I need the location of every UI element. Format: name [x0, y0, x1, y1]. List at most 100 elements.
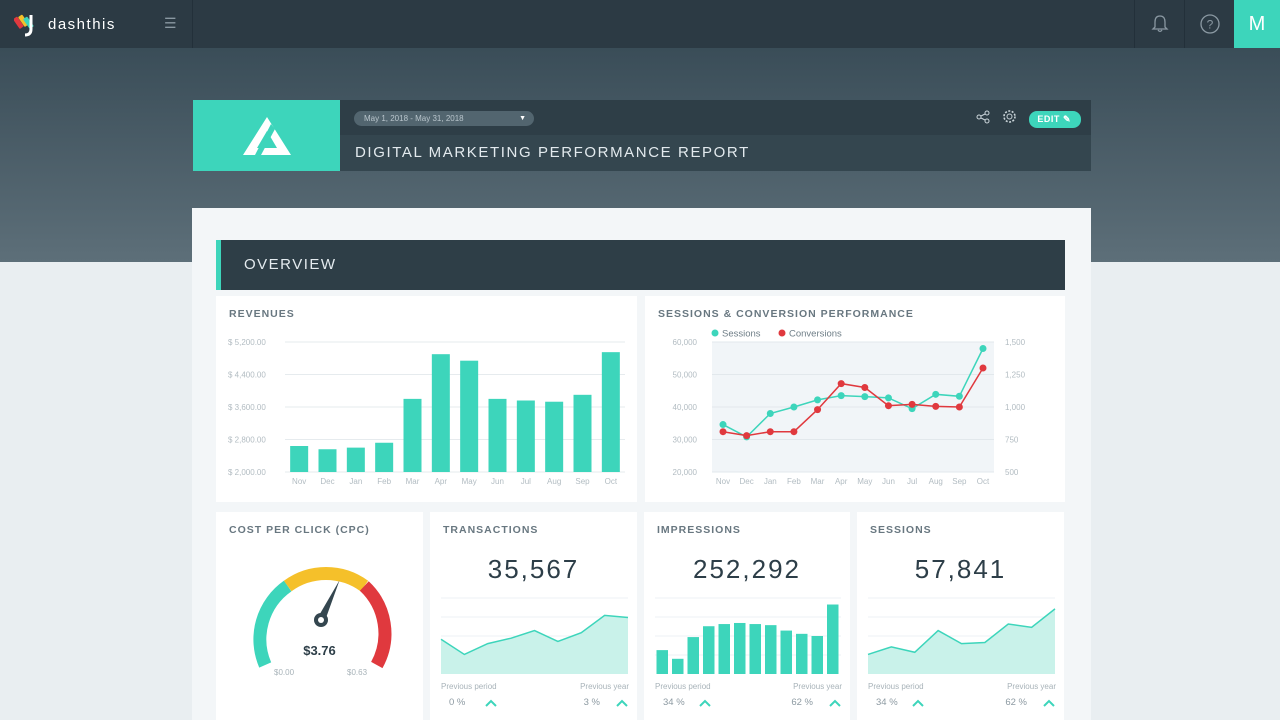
- x-tick-label: Oct: [977, 477, 990, 486]
- y-tick-label: $ 5,200.00: [228, 338, 266, 347]
- series-point: [719, 428, 727, 436]
- revenue-bar: [375, 442, 394, 472]
- sparkline-bar: [656, 650, 668, 674]
- x-tick-label: Feb: [787, 477, 801, 486]
- sessions-conversions-widget[interactable]: SESSIONS & CONVERSION PERFORMANCE 60,000…: [645, 296, 1065, 502]
- x-tick-label: Nov: [292, 477, 306, 486]
- sessions-widget[interactable]: SESSIONS 57,841 Previous period Previous…: [857, 512, 1064, 720]
- hamburger-menu-icon[interactable]: ☰: [164, 15, 177, 31]
- y-left-tick-label: 20,000: [673, 468, 698, 477]
- y-right-tick-label: 1,250: [1005, 371, 1026, 380]
- widget-title: IMPRESSIONS: [657, 524, 741, 536]
- sparkline-bar: [765, 625, 777, 674]
- arrow-up-icon: [616, 699, 628, 707]
- svg-text:?: ?: [1206, 18, 1213, 32]
- kpi-sparkline: [440, 597, 629, 674]
- x-tick-label: Sep: [575, 477, 590, 486]
- top-navbar: dashthis ☰ ? M: [0, 0, 1280, 48]
- edit-button-label: EDIT: [1037, 113, 1060, 124]
- gauge-needle: [317, 580, 340, 622]
- previous-year-change: 62 %: [791, 697, 813, 708]
- sparkline-bar: [718, 624, 730, 674]
- report-panel: OVERVIEW REVENUES $ 5,200.00 $ 4,400.00 $ …: [192, 208, 1091, 720]
- series-line: [722, 348, 984, 438]
- caret-down-icon: ▼: [519, 115, 526, 122]
- y-tick-label: $ 3,600.00: [228, 403, 266, 412]
- cpc-gauge: [253, 567, 392, 669]
- x-tick-label: Mar: [406, 477, 420, 486]
- widget-title: SESSIONS: [870, 524, 932, 536]
- series-point: [955, 403, 963, 411]
- kpi-sparkline: [867, 597, 1056, 674]
- sparkline-bar: [687, 637, 699, 674]
- series-point: [932, 402, 940, 410]
- previous-period-change: 34 %: [663, 697, 685, 708]
- x-tick-label: Aug: [547, 477, 561, 486]
- cpc-value: $3.76: [303, 643, 336, 658]
- widget-title: REVENUES: [229, 308, 295, 320]
- previous-year-change: 62 %: [1005, 697, 1027, 708]
- y-left-tick-label: 30,000: [673, 436, 698, 445]
- x-tick-label: Nov: [716, 477, 730, 486]
- brand-name: dashthis: [48, 15, 116, 33]
- x-tick-label: Jan: [349, 477, 362, 486]
- x-tick-label: Dec: [740, 477, 754, 486]
- sparkline-bar: [827, 604, 839, 674]
- kpi-value: 57,841: [914, 554, 1007, 584]
- cpc-widget[interactable]: COST PER CLICK (CPC) $3.76 $0.00 $0.63: [216, 512, 423, 720]
- edit-button[interactable]: EDIT ✎: [1029, 110, 1081, 128]
- series-point: [837, 380, 845, 388]
- previous-year-change: 3 %: [583, 697, 600, 708]
- y-right-tick-label: 750: [1005, 436, 1019, 445]
- impressions-widget[interactable]: IMPRESSIONS 252,292 Previous period Prev…: [644, 512, 850, 720]
- x-tick-label: Jul: [521, 477, 531, 486]
- revenue-bar: [573, 394, 592, 472]
- user-avatar[interactable]: M: [1234, 0, 1280, 48]
- cpc-max: $0.63: [347, 668, 368, 677]
- x-tick-label: Feb: [377, 477, 391, 486]
- series-point: [861, 393, 869, 401]
- x-tick-label: May: [462, 477, 477, 486]
- sparkline-bar: [811, 636, 823, 674]
- share-icon[interactable]: [976, 110, 990, 129]
- cpc-min: $0.00: [274, 668, 295, 677]
- x-tick-label: Aug: [929, 477, 943, 486]
- dashthis-logo-icon: [13, 11, 40, 37]
- x-tick-label: Sep: [952, 477, 967, 486]
- legend-label: Conversions: [789, 329, 842, 340]
- sparkline-bar: [780, 630, 792, 674]
- y-tick-label: $ 4,400.00: [228, 371, 266, 380]
- previous-period-label: Previous period: [655, 682, 711, 691]
- x-tick-label: Jul: [907, 477, 917, 486]
- revenue-bar: [460, 360, 479, 472]
- y-tick-label: $ 2,800.00: [228, 436, 266, 445]
- series-point: [719, 421, 727, 429]
- series-point: [743, 432, 751, 440]
- arrow-up-icon: [1043, 699, 1055, 707]
- series-point: [766, 428, 774, 436]
- series-point: [884, 402, 892, 410]
- revenues-widget[interactable]: REVENUES $ 5,200.00 $ 4,400.00 $ 3,600.00 $…: [216, 296, 637, 502]
- revenue-bar: [346, 447, 365, 472]
- y-right-tick-label: 1,500: [1005, 338, 1026, 347]
- transactions-widget[interactable]: TRANSACTIONS 35,567 Previous period Prev…: [430, 512, 637, 720]
- help-icon[interactable]: ?: [1184, 0, 1234, 48]
- settings-gear-icon[interactable]: [1002, 109, 1017, 129]
- series-point: [955, 392, 963, 400]
- arrow-up-icon: [829, 699, 841, 707]
- series-line: [722, 367, 984, 437]
- legend-marker: [711, 329, 719, 337]
- previous-year-label: Previous year: [793, 682, 842, 691]
- notifications-bell-icon[interactable]: [1134, 0, 1184, 48]
- sparkline-bar: [796, 633, 808, 674]
- report-title: DIGITAL MARKETING PERFORMANCE REPORT: [355, 144, 750, 161]
- series-point: [814, 396, 822, 404]
- date-range-select[interactable]: May 1, 2018 - May 31, 2018 ▼: [354, 111, 534, 126]
- section-title: OVERVIEW: [244, 256, 337, 273]
- x-tick-label: Jun: [882, 477, 895, 486]
- legend-label: Sessions: [722, 329, 761, 340]
- series-point: [837, 392, 845, 400]
- date-range-value: May 1, 2018 - May 31, 2018: [364, 114, 464, 123]
- app-logo[interactable]: dashthis ☰: [0, 0, 193, 48]
- x-tick-label: May: [857, 477, 872, 486]
